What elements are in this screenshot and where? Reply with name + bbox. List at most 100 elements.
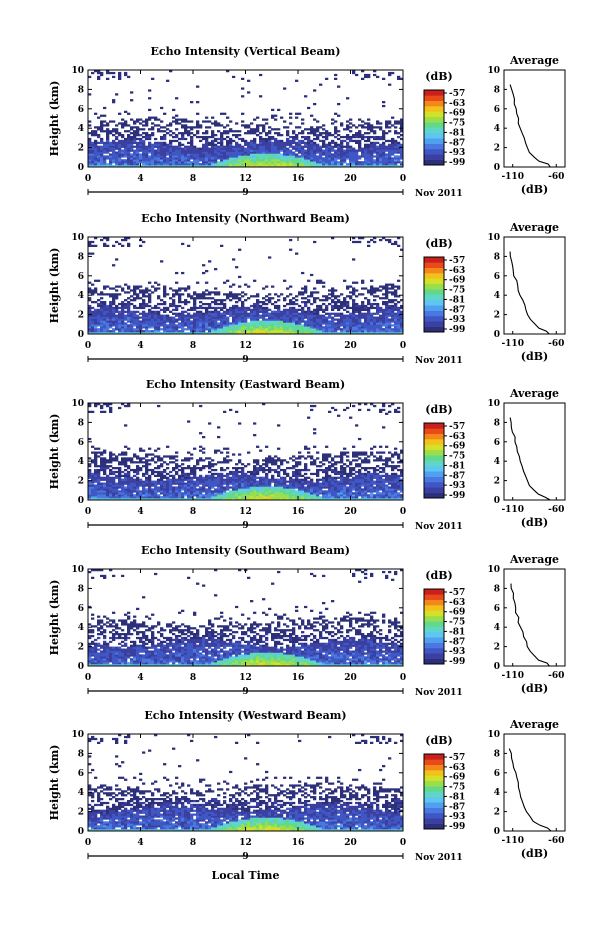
heatmap-cell (130, 144, 133, 146)
heatmap-cell (157, 295, 160, 297)
heatmap-cell (238, 318, 241, 320)
heatmap-cell (226, 317, 229, 319)
heatmap-cell (325, 161, 328, 163)
heatmap-cell (247, 148, 250, 150)
heatmap-cell (352, 328, 355, 330)
heatmap-cell (199, 494, 202, 496)
heatmap-cell (325, 317, 328, 319)
heatmap-cell (214, 315, 217, 317)
heatmap-cell (235, 411, 238, 413)
heatmap-cell (322, 153, 325, 155)
heatmap-cell (109, 132, 112, 134)
heatmap-cell (394, 122, 397, 124)
heatmap-cell (322, 144, 325, 146)
heatmap-cell (331, 163, 334, 165)
heatmap-cell (262, 324, 265, 326)
heatmap-cell (268, 322, 271, 324)
heatmap-cell (205, 161, 208, 163)
heatmap-cell (121, 309, 124, 311)
heatmap-cell (217, 148, 220, 150)
heatmap-cell (100, 307, 103, 309)
heatmap-cell (316, 324, 319, 326)
heatmap-cell (109, 461, 112, 463)
heatmap-cell (130, 469, 133, 471)
heatmap-cell (142, 496, 145, 498)
heatmap-cell (340, 322, 343, 324)
heatmap-cell (169, 153, 172, 155)
heatmap-cell (214, 134, 217, 136)
heatmap-cell (241, 473, 244, 475)
heatmap-cell (298, 148, 301, 150)
heatmap-cell (193, 293, 196, 295)
heatmap-cell (262, 318, 265, 320)
heatmap-cell (379, 315, 382, 317)
heatmap-cell (397, 161, 400, 163)
heatmap-cell (361, 282, 364, 284)
heatmap-cell (151, 490, 154, 492)
heatmap-cell (136, 146, 139, 148)
heatmap-cell (220, 481, 223, 483)
heatmap-cell (232, 163, 235, 165)
heatmap-cell (193, 297, 196, 299)
heatmap-cell (217, 293, 220, 295)
heatmap-cell (235, 322, 238, 324)
heatmap-cell (193, 315, 196, 317)
heatmap-cell (316, 280, 319, 282)
heatmap-cell (343, 315, 346, 317)
heatmap-cell (388, 150, 391, 152)
heatmap-cell (163, 328, 166, 330)
heatmap-cell (361, 138, 364, 140)
heatmap-cell (196, 163, 199, 165)
heatmap-cell (253, 326, 256, 328)
heatmap-cell (214, 450, 217, 452)
heatmap-cell (145, 320, 148, 322)
heatmap-cell (187, 481, 190, 483)
heatmap-cell (262, 326, 265, 328)
heatmap-cell (202, 320, 205, 322)
heatmap-cell (187, 318, 190, 320)
colorbar-tick-label: -93 (449, 148, 465, 158)
heatmap-cell (193, 320, 196, 322)
heatmap-cell (352, 318, 355, 320)
heatmap-cell (100, 303, 103, 305)
heatmap-cell (319, 309, 322, 311)
heatmap-cell (148, 475, 151, 477)
heatmap-cell (187, 452, 190, 454)
heatmap-cell (181, 307, 184, 309)
heatmap-cell (340, 122, 343, 124)
heatmap-cell (145, 151, 148, 153)
heatmap-cell (196, 494, 199, 496)
heatmap-cell (97, 146, 100, 148)
heatmap-cell (217, 157, 220, 159)
heatmap-cell (241, 488, 244, 490)
heatmap-cell (379, 311, 382, 313)
heatmap-cell (127, 490, 130, 492)
heatmap-cell (226, 161, 229, 163)
heatmap-cell (124, 74, 127, 76)
heatmap-cell (229, 150, 232, 152)
heatmap-cell (160, 138, 163, 140)
heatmap-cell (295, 324, 298, 326)
heatmap-cell (103, 163, 106, 165)
heatmap-cell (253, 328, 256, 330)
heatmap-cell (265, 322, 268, 324)
heatmap-cell (181, 326, 184, 328)
heatmap-cell (250, 153, 253, 155)
heatmap-cell (163, 287, 166, 289)
heatmap-cell (208, 471, 211, 473)
heatmap-cell (241, 484, 244, 486)
heatmap-cell (208, 311, 211, 313)
heatmap-cell (349, 318, 352, 320)
heatmap-cell (133, 490, 136, 492)
heatmap-cell (343, 151, 346, 153)
heatmap-cell (313, 146, 316, 148)
heatmap-cell (139, 467, 142, 469)
heatmap-cell (361, 287, 364, 289)
heatmap-cell (217, 330, 220, 332)
heatmap-cell (232, 150, 235, 152)
heatmap-cell (217, 496, 220, 498)
heatmap-cell (169, 317, 172, 319)
heatmap-cell (289, 249, 292, 251)
heatmap-cell (283, 151, 286, 153)
heatmap-cell (238, 144, 241, 146)
